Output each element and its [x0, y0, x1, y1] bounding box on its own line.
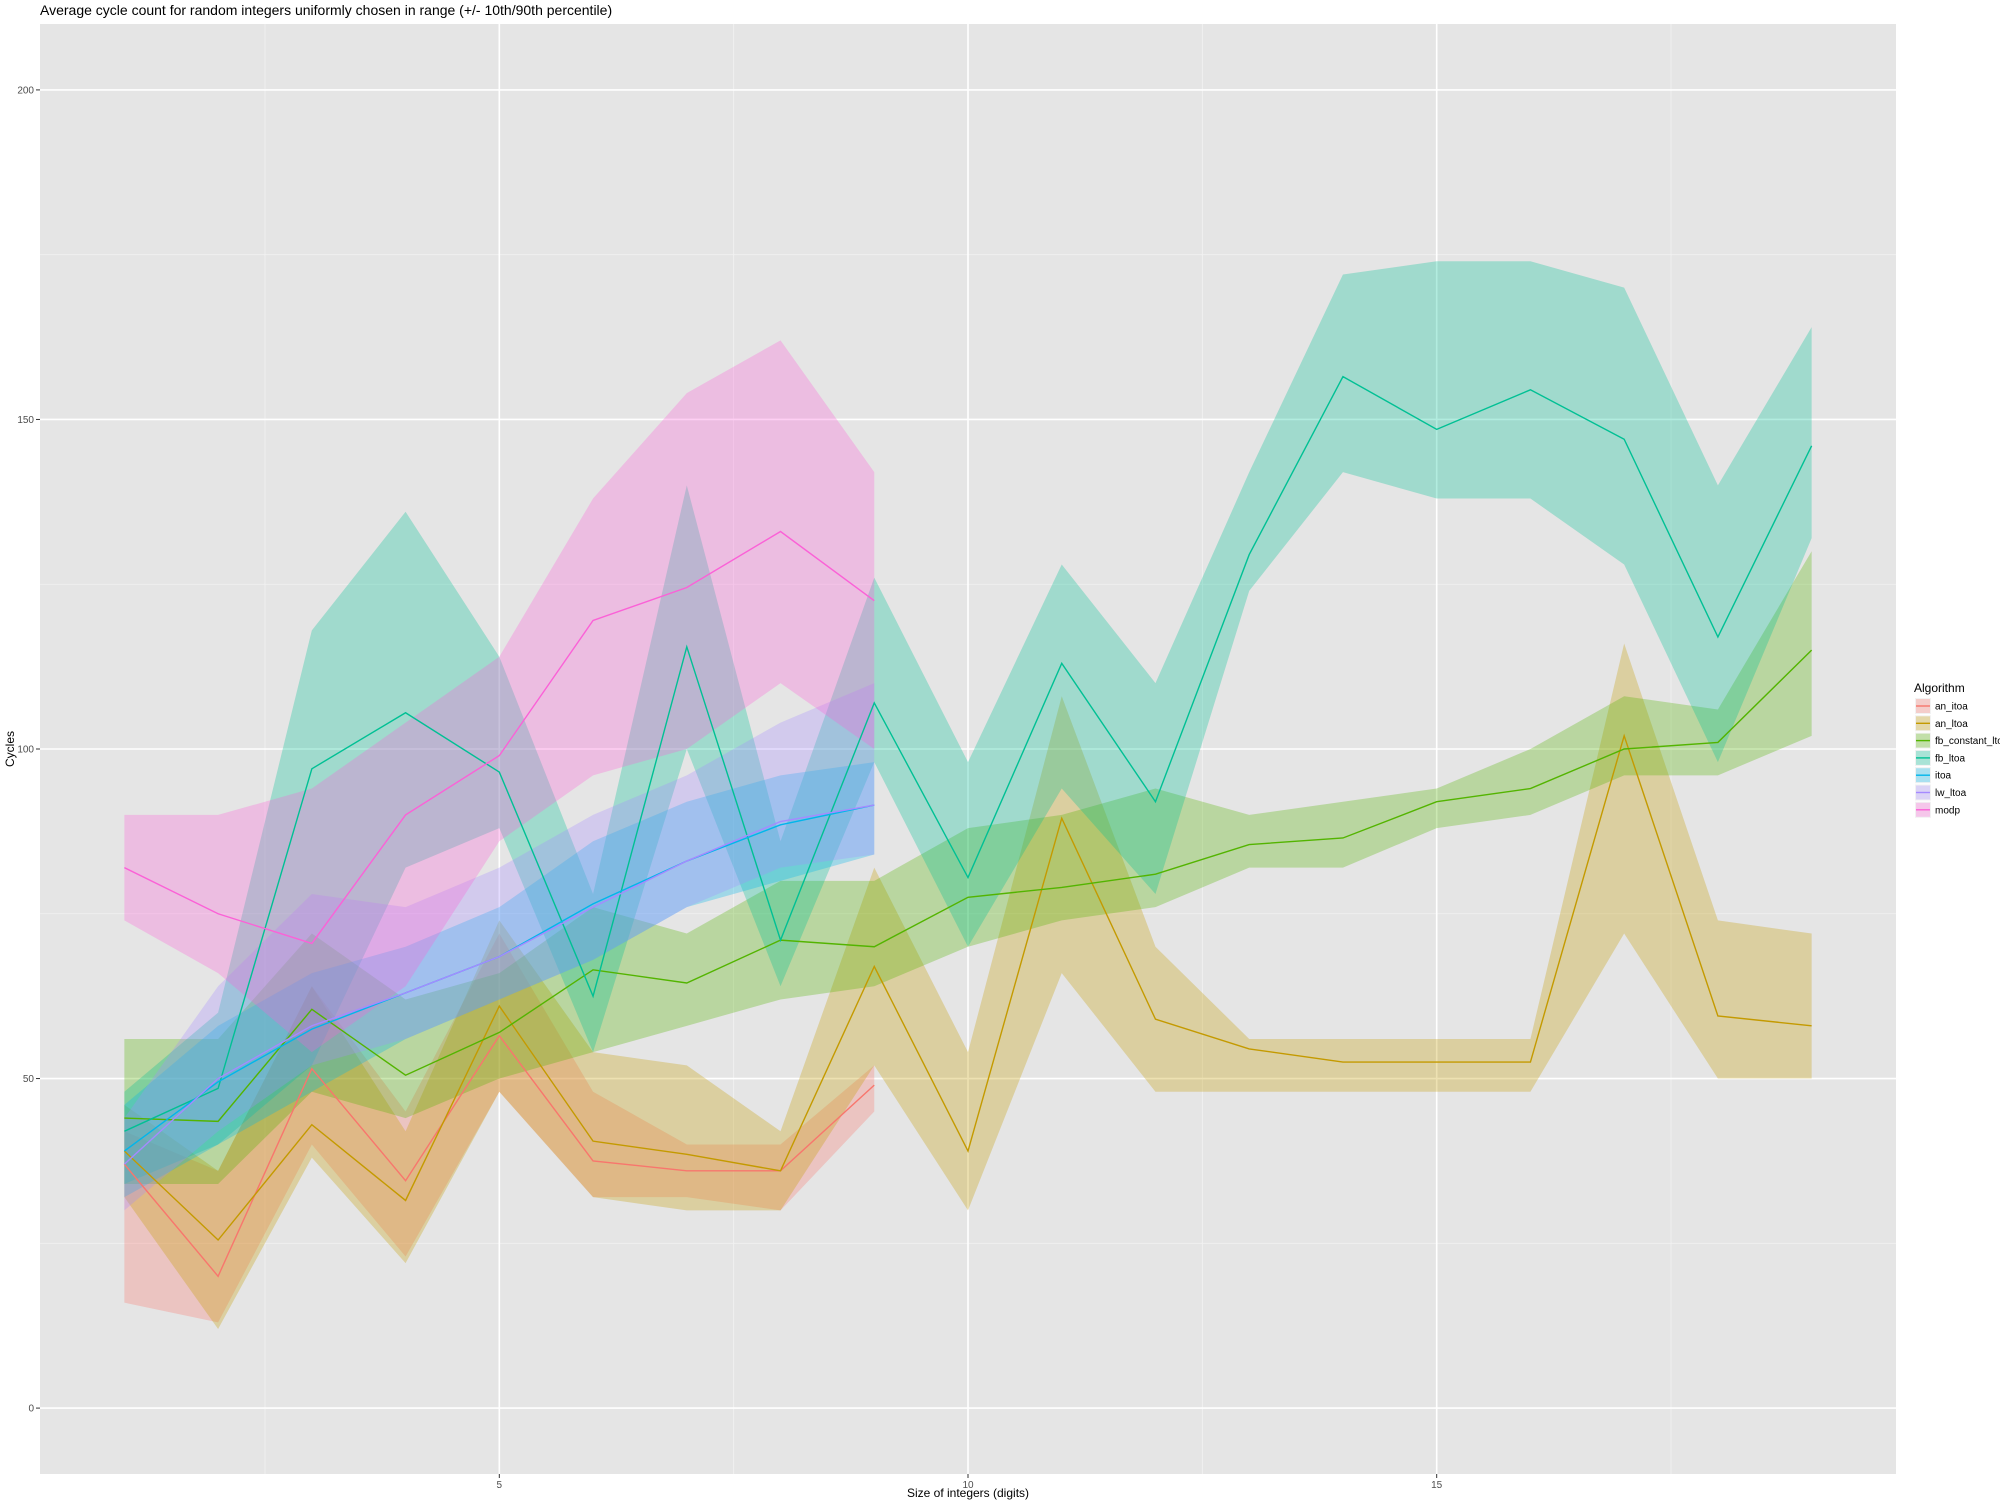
band-an_ltoa [124, 643, 1812, 1329]
chart-title: Average cycle count for random integers … [40, 2, 612, 18]
series-lines [123, 375, 1813, 1278]
legend-title: Algorithm [1914, 681, 1965, 695]
band-an_itoa [124, 933, 875, 1323]
y-tick-label: 0 [28, 1404, 34, 1415]
legend-label-an_itoa: an_itoa [1935, 702, 1968, 713]
legend-key-an_itoa [1915, 698, 1931, 714]
line-an_itoa [123, 1034, 875, 1278]
legend-key-fb_constant_ltoa [1915, 732, 1931, 749]
y-axis-ticks: 0 50 100 150 200 [17, 85, 40, 1415]
legend-items: an_itoa an_ltoa fb_constant_ltoa fb_ltoaito… [1915, 698, 2000, 818]
band-lw_ltoa [124, 683, 875, 1211]
line-lw_ltoa [123, 804, 875, 1165]
y-tick-label: 50 [23, 1074, 35, 1085]
legend-label-fb_ltoa: fb_ltoa [1935, 753, 1965, 764]
band-fb_constant_ltoa [124, 551, 1812, 1184]
y-tick-label: 150 [17, 415, 34, 426]
band-fb_ltoa [124, 261, 1812, 1185]
y-axis-title: Cycles [3, 731, 17, 767]
line-fb_constant_ltoa [124, 649, 1813, 1123]
legend-key-fb_ltoa [1915, 749, 1931, 766]
y-tick-label: 200 [17, 85, 34, 96]
x-axis-ticks: 5 10 15 [497, 1474, 1443, 1491]
legend-label-itoa: itoa [1935, 771, 1952, 782]
legend-label-an_ltoa: an_ltoa [1935, 719, 1968, 730]
x-tick-label: 15 [1431, 1480, 1443, 1491]
legend: Algorithm an_itoa an_ltoa fb_constant_ltoa… [1914, 681, 2000, 818]
y-tick-label: 100 [17, 745, 34, 756]
legend-label-lw_ltoa: lw_ltoa [1935, 788, 1967, 799]
x-axis-title: Size of integers (digits) [907, 1486, 1029, 1500]
band-itoa [124, 762, 875, 1198]
x-tick-label: 5 [497, 1480, 503, 1491]
legend-key-lw_ltoa [1915, 784, 1931, 801]
confidence-bands [124, 261, 1812, 1329]
line-fb_ltoa [124, 375, 1813, 1132]
band-modp [124, 340, 875, 1053]
grid-major [40, 24, 1896, 1474]
x-tick-label: 10 [962, 1480, 974, 1491]
legend-key-itoa [1915, 767, 1931, 784]
legend-label-fb_constant_ltoa: fb_constant_ltoa [1935, 736, 2000, 747]
legend-label-modp: modp [1935, 805, 1960, 816]
legend-key-modp [1915, 801, 1931, 818]
line-an_ltoa [123, 733, 1812, 1242]
legend-key-an_ltoa [1915, 715, 1931, 732]
line-modp [124, 530, 875, 945]
